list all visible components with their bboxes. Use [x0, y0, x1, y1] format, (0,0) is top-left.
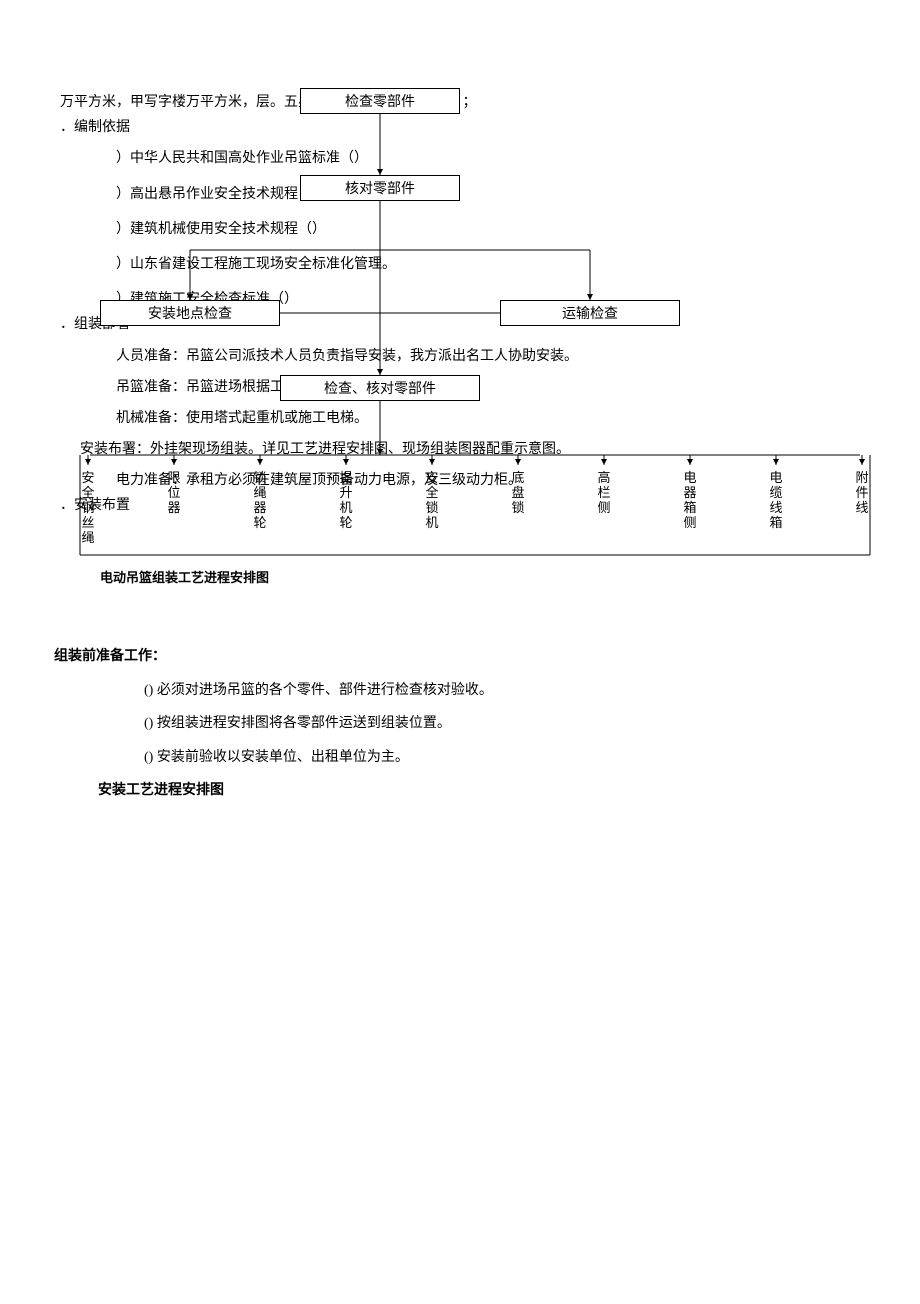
flow-node-n4: 运输检查	[500, 300, 680, 326]
li-4: ）山东省建设工程施工现场安全标准化管理。	[60, 252, 860, 277]
component-col-1: 限位器	[166, 471, 182, 516]
flow-node-n1: 检查零部件	[300, 88, 460, 114]
flowchart-caption: 电动吊篮组装工艺进程安排图	[100, 567, 269, 586]
component-col-3: 提升机轮	[338, 471, 354, 531]
component-col-6: 高栏侧	[596, 471, 612, 516]
component-col-2: 锁绳器轮	[252, 471, 268, 531]
component-col-0: 安全钢丝绳	[80, 471, 96, 546]
flow-node-n5: 检查、核对零部件	[280, 375, 480, 401]
lower-section: 组装前准备工作： () 必须对进场吊篮的各个零件、部件进行检查核对验收。 () …	[54, 640, 493, 808]
lower-li2: () 按组装进程安排图将各零部件运送到组装位置。	[54, 707, 493, 741]
lower-h1: 组装前准备工作：	[54, 640, 493, 674]
lower-li1: () 必须对进场吊篮的各个零件、部件进行检查核对验收。	[54, 674, 493, 708]
component-col-7: 电器箱侧	[682, 471, 698, 531]
section-1: ．编制依据	[60, 115, 860, 140]
flow-node-n2: 核对零部件	[300, 175, 460, 201]
lower-h2: 安装工艺进程安排图	[54, 774, 493, 808]
li-1: ）中华人民共和国高处作业吊篮标准（）	[60, 146, 860, 171]
component-columns: 安全钢丝绳 限位器 锁绳器轮 提升机轮 安全锁机 底盘锁 高栏侧 电器箱侧 电缆线箱 附件线	[80, 465, 870, 545]
pp-1: 人员准备：吊篮公司派技术人员负责指导安装，我方派出名工人协助安装。	[60, 344, 860, 369]
component-col-4: 安全锁机	[424, 471, 440, 531]
lower-li3: () 安装前验收以安装单位、出租单位为主。	[54, 741, 493, 775]
component-col-9: 附件线	[854, 471, 870, 516]
para-intro: 万平方米，甲写字楼万平方米，层。五星级酒店万平米，层 ；	[60, 90, 860, 115]
pp-3: 机械准备：使用塔式起重机或施工电梯。	[60, 406, 860, 431]
li-3: ）建筑机械使用安全技术规程（）	[60, 217, 860, 242]
component-col-8: 电缆线箱	[768, 471, 784, 531]
li-2: ）高出悬吊作业安全技术规程（）	[60, 182, 860, 207]
component-col-5: 底盘锁	[510, 471, 526, 516]
pp-4: 安装布署：外挂架现场组装。详见工艺进程安排图、现场组装图器配重示意图。	[60, 437, 860, 462]
flow-node-n3: 安装地点检查	[100, 300, 280, 326]
